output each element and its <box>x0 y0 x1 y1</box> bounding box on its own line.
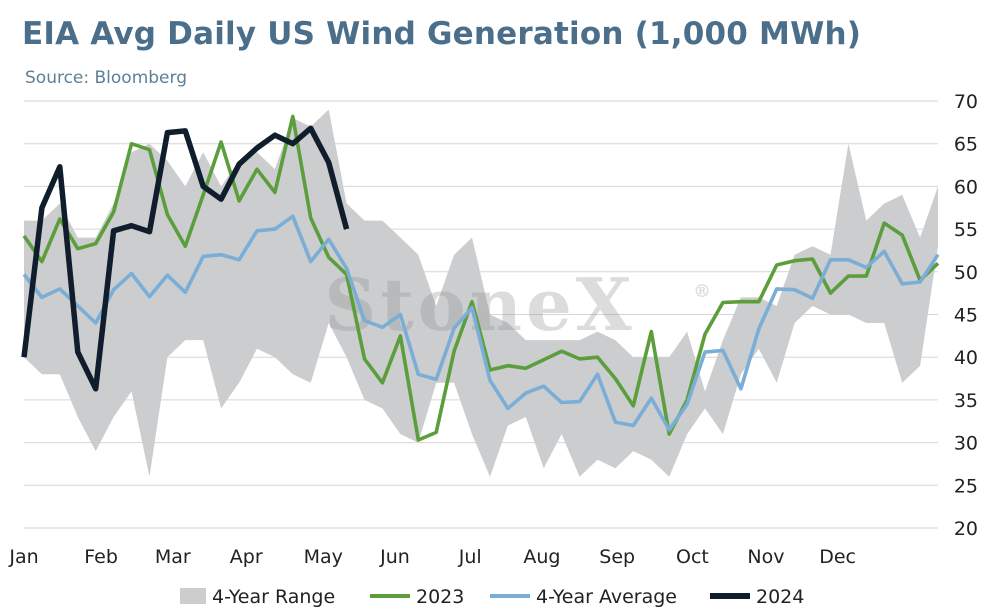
y-tick-label-20: 20 <box>954 518 978 540</box>
y-tick-label-35: 35 <box>954 390 978 412</box>
y-tick-label-30: 30 <box>954 433 978 455</box>
x-tick-label-jan: Jan <box>8 546 38 568</box>
x-tick-label-dec: Dec <box>819 546 856 568</box>
x-axis-ticks: Jan Feb Mar Apr May Jun Jul Aug Sep Oct Nov Dec <box>8 546 856 568</box>
legend: 4-Year Range 2023 4-Year Average 2024 <box>180 586 804 608</box>
y-tick-label-70: 70 <box>954 91 978 113</box>
y-tick-label-45: 45 <box>954 305 978 327</box>
series-4-year-average-line <box>22 214 940 432</box>
legend-label-4-year-range: 4-Year Range <box>212 586 335 608</box>
x-tick-label-apr: Apr <box>230 546 263 568</box>
legend-label-2024: 2024 <box>756 586 804 608</box>
y-tick-label-60: 60 <box>954 176 978 198</box>
series-2024-line <box>21 125 350 392</box>
x-tick-label-sep: Sep <box>599 546 635 568</box>
range-band-layer <box>24 109 938 477</box>
chart-source: Source: Bloomberg <box>25 68 187 88</box>
y-tick-label-40: 40 <box>954 347 978 369</box>
y-tick-label-50: 50 <box>954 262 978 284</box>
x-tick-label-oct: Oct <box>676 546 709 568</box>
watermark-registered-mark: ® <box>693 281 711 302</box>
x-tick-label-mar: Mar <box>155 546 191 568</box>
legend-swatch-4-year-range <box>180 588 206 604</box>
x-tick-label-aug: Aug <box>523 546 560 568</box>
y-tick-label-55: 55 <box>954 219 978 241</box>
y-tick-label-25: 25 <box>954 475 978 497</box>
legend-label-2023: 2023 <box>416 586 464 608</box>
x-tick-label-jun: Jun <box>379 546 410 568</box>
legend-label-4-year-average: 4-Year Average <box>536 586 677 608</box>
x-tick-label-may: May <box>304 546 343 568</box>
chart-title: EIA Avg Daily US Wind Generation (1,000 … <box>22 16 862 52</box>
x-tick-label-nov: Nov <box>747 546 784 568</box>
series-lines-layer <box>21 114 940 442</box>
y-axis-ticks: 20 25 30 35 40 45 50 55 60 65 70 <box>954 91 978 540</box>
x-tick-label-jul: Jul <box>458 546 482 568</box>
y-tick-label-65: 65 <box>954 134 978 156</box>
series-4-year-range-band <box>24 109 938 477</box>
series-2023-line <box>22 114 940 442</box>
x-tick-label-feb: Feb <box>84 546 118 568</box>
